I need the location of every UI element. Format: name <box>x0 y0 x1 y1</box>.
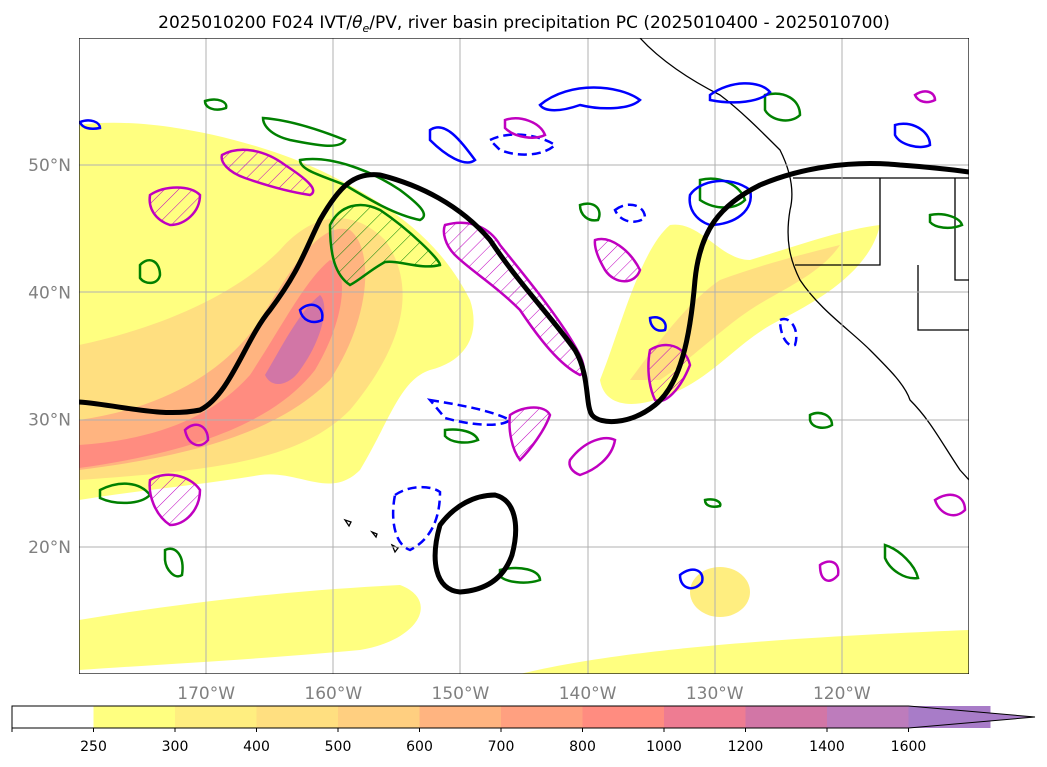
colorbar-tick-label: 250 <box>80 739 107 755</box>
precip-contour <box>148 186 202 227</box>
basin-contour <box>443 428 480 444</box>
lat-tick-label: 40°N <box>28 283 71 303</box>
colorbar-segment <box>501 706 583 728</box>
basin-contour <box>703 498 722 508</box>
ivt-band-main-peak <box>265 295 325 385</box>
colorbar-segment <box>12 706 94 728</box>
lon-tick-label: 160°W <box>304 684 362 704</box>
precip-contour <box>148 473 202 527</box>
precip-contour <box>508 406 552 462</box>
precip-contour <box>220 148 315 197</box>
lon-tick-label: 150°W <box>432 684 490 704</box>
border-west-states-2 <box>917 265 969 331</box>
lon-tick-label: 120°W <box>813 684 871 704</box>
pv-contour <box>298 303 324 324</box>
pv-contour-dashed <box>426 398 513 427</box>
colorbar-tick-label: 800 <box>569 739 596 755</box>
colorbar-segment <box>664 706 746 728</box>
colorbar-outline <box>11 705 1036 729</box>
pv-contour <box>79 119 102 130</box>
theta-e-contour <box>432 492 519 595</box>
lat-tick-label: 30°N <box>28 411 71 431</box>
pv-contour <box>678 568 704 590</box>
ivt-band-east-inner <box>630 245 840 380</box>
colorbar-segment <box>93 706 176 728</box>
lat-tick-label: 20°N <box>28 538 71 558</box>
pv-contour-dashed <box>778 317 798 347</box>
pv-contour <box>688 179 753 227</box>
ivt-patch-east <box>690 567 750 617</box>
coastline-canada <box>639 38 969 481</box>
pv-contours <box>79 82 932 590</box>
colorbar: 250 300 400 500 600 700 800 1000 1200 1400 1600 <box>11 705 1036 755</box>
precip-contour <box>913 90 937 104</box>
colorbar-segment <box>338 706 420 728</box>
grid-lines <box>79 38 969 674</box>
chart-title: 2025010200 F024 IVT/θe/PV, river basin p… <box>158 13 890 35</box>
lon-tick-label: 130°W <box>686 684 744 704</box>
basin-contour <box>808 411 834 429</box>
lon-tick-label: 170°W <box>177 684 235 704</box>
pv-contour-dashed <box>613 203 647 223</box>
colorbar-segment <box>827 706 909 728</box>
lat-tick-labels: 20°N 30°N 40°N 50°N <box>28 156 71 558</box>
border-west-states-3 <box>954 178 969 281</box>
colorbar-segment <box>419 706 502 728</box>
precip-contour <box>183 423 210 447</box>
colorbar-segment <box>175 706 257 728</box>
basin-contour <box>883 543 920 580</box>
colorbar-tick-label: 400 <box>243 739 270 755</box>
basin-contour <box>763 92 802 122</box>
basin-contour <box>578 202 601 222</box>
lon-tick-labels: 170°W 160°W 150°W 140°W 130°W 120°W <box>177 684 871 704</box>
lat-tick-label: 50°N <box>28 156 71 176</box>
theta-e-contour <box>79 161 969 425</box>
ivt-band-south <box>79 585 421 670</box>
basin-contour <box>498 566 542 584</box>
precip-contour <box>503 117 547 139</box>
precip-contour <box>593 237 642 283</box>
colorbar-segment <box>582 706 665 728</box>
basin-contour <box>298 157 426 222</box>
colorbar-tick-label: 1000 <box>646 739 682 755</box>
colorbar-segment <box>256 706 339 728</box>
river-basin-contours <box>98 92 964 584</box>
colorbar-segment <box>745 706 828 728</box>
lon-tick-label: 140°W <box>559 684 617 704</box>
precip-contour <box>568 436 617 477</box>
colorbar-tick-label: 700 <box>488 739 515 755</box>
precip-contour <box>933 493 967 517</box>
pv-contour-dashed <box>391 485 442 552</box>
border-west-states-1 <box>795 178 881 266</box>
colorbar-tick-label: 600 <box>406 739 433 755</box>
pv-contour <box>708 82 772 104</box>
colorbar-tick-label: 1200 <box>728 739 764 755</box>
ivt-band-southeast <box>520 630 969 674</box>
precip-contour <box>442 221 585 377</box>
colorbar-tick-label: 300 <box>162 739 189 755</box>
basin-contour <box>203 98 228 111</box>
pv-contour <box>648 316 667 332</box>
precip-contour <box>818 560 840 582</box>
colorbar-tick-label: 500 <box>325 739 352 755</box>
colorbar-tick-label: 1600 <box>891 739 927 755</box>
colorbar-tick-label: 1400 <box>809 739 845 755</box>
map-area <box>79 38 969 674</box>
pv-contour <box>893 122 932 149</box>
pv-contour <box>428 126 477 164</box>
basin-contour <box>698 177 747 209</box>
colorbar-extend-arrow <box>908 706 1035 728</box>
basin-contour <box>163 547 184 578</box>
basin-contour <box>928 213 964 230</box>
pv-contour-dashed <box>487 133 557 156</box>
basin-contour <box>261 116 347 147</box>
basin-contour <box>138 259 162 285</box>
basin-contour <box>328 203 442 287</box>
pv-contour <box>538 86 642 112</box>
theta-e-contours <box>79 161 969 595</box>
